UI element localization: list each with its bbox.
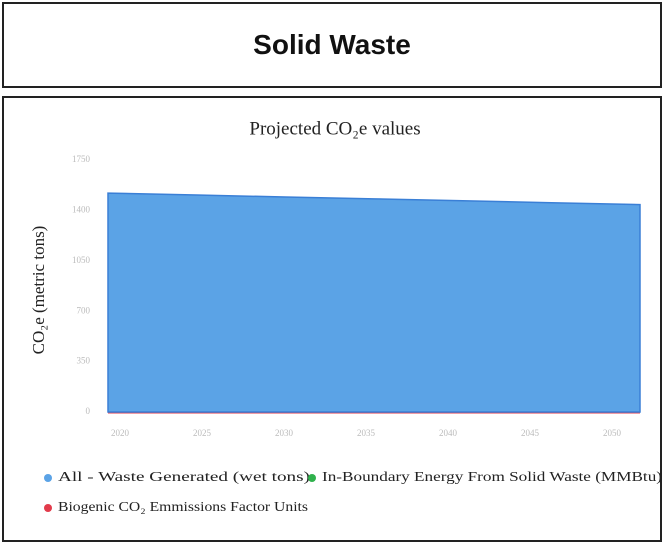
y-tick-label: 700: [77, 305, 91, 315]
legend-label: Biogenic CO₂ Emmissions Factor Units: [58, 500, 308, 515]
x-tick-label: 2040: [439, 428, 458, 438]
x-tick-label: 2025: [193, 428, 212, 438]
x-tick-label: 2030: [275, 428, 294, 438]
y-tick-label: 1050: [72, 255, 91, 265]
y-tick-label: 350: [77, 356, 91, 366]
legend-label: In-Boundary Energy From Solid Waste (MMB…: [322, 470, 662, 485]
legend-marker: [308, 474, 316, 482]
legend-marker: [44, 474, 52, 482]
header-title: Solid Waste: [253, 29, 411, 60]
x-tick-label: 2020: [111, 428, 130, 438]
y-tick-label: 0: [86, 406, 91, 416]
legend-label: All - Waste Generated (wet tons): [58, 470, 310, 485]
chart-title: Projected CO₂e values: [249, 118, 420, 139]
header: Solid Waste: [2, 2, 662, 88]
x-tick-label: 2050: [603, 428, 622, 438]
x-tick-label: 2045: [521, 428, 540, 438]
y-tick-label: 1750: [72, 154, 91, 164]
chart-panel: [2, 96, 662, 542]
legend-marker: [44, 504, 52, 512]
area: [107, 192, 641, 413]
x-tick-label: 2035: [357, 428, 376, 438]
y-tick-label: 1400: [72, 204, 91, 214]
y-axis-label: CO₂e (metric tons): [29, 226, 48, 355]
